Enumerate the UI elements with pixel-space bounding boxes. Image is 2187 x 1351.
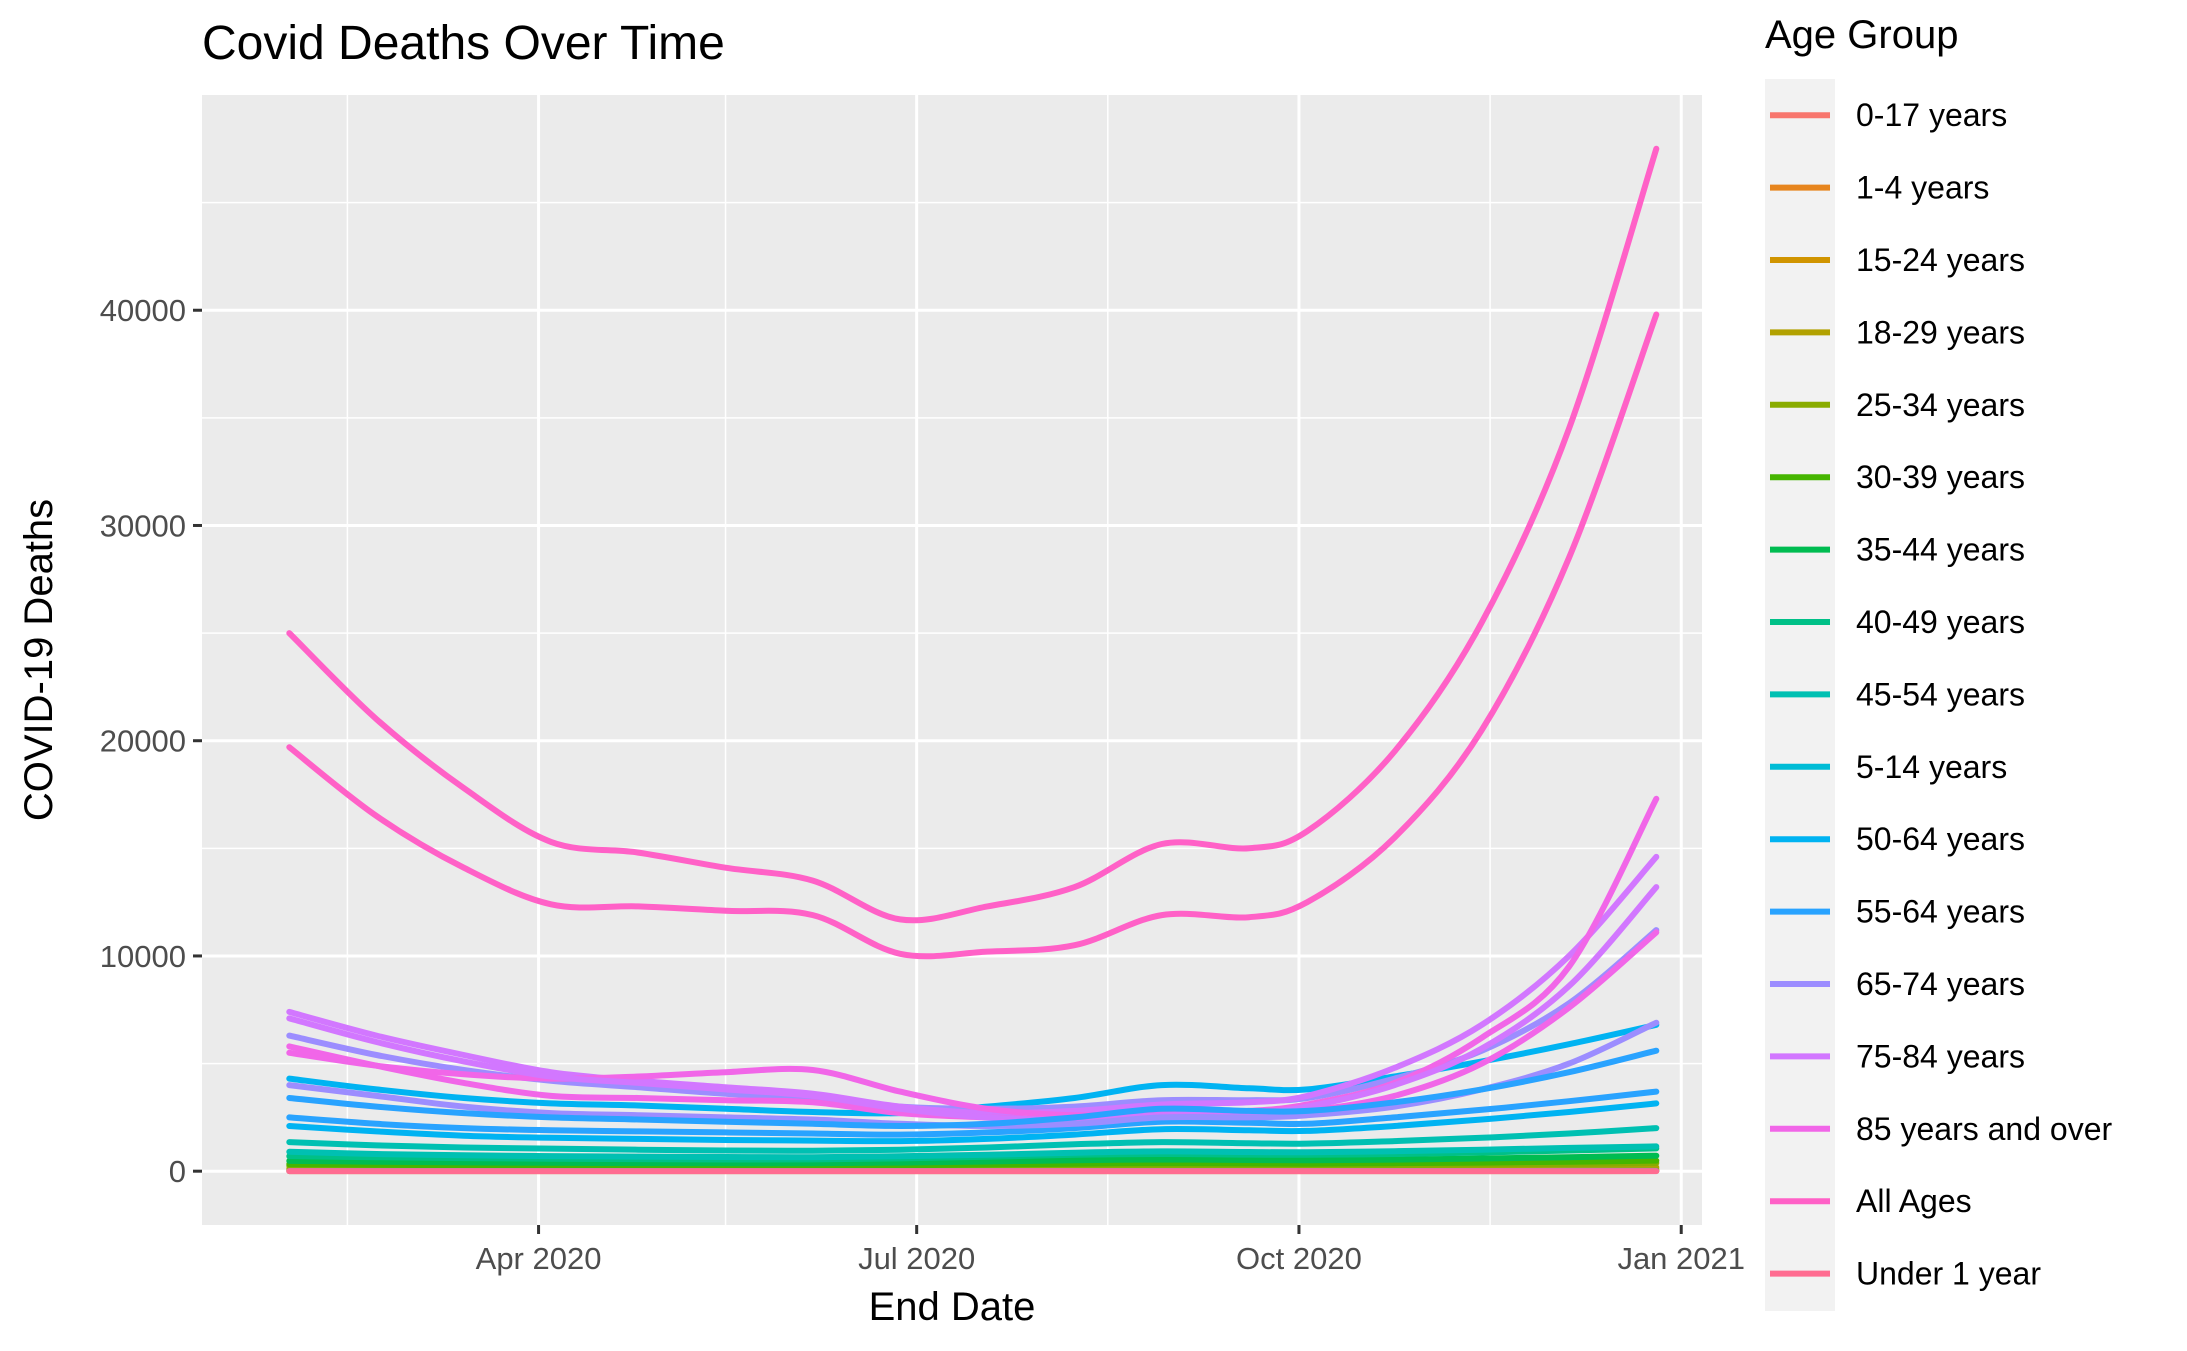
minor-grid bbox=[202, 95, 1702, 1225]
plot-panel bbox=[202, 95, 1702, 1225]
legend-label-all-ages: All Ages bbox=[1856, 1183, 1972, 1219]
legend-label-25-34-years: 25-34 years bbox=[1856, 387, 2025, 423]
y-axis: 0 10000 20000 30000 40000 bbox=[100, 293, 202, 1189]
series-line-85-years-and-over bbox=[286, 795, 1660, 1119]
y-tick-label: 0 bbox=[169, 1154, 186, 1189]
legend-label-0-17-years: 0-17 years bbox=[1856, 97, 2007, 133]
legend-label-under-1-year: Under 1 year bbox=[1856, 1256, 2041, 1292]
y-tick-label: 30000 bbox=[100, 508, 186, 543]
series-line-extra-22 bbox=[286, 1100, 1660, 1145]
series-line-extra-21 bbox=[286, 1047, 1660, 1129]
y-axis-title: COVID-19 Deaths bbox=[17, 499, 61, 821]
x-axis: Apr 2020 Jul 2020 Oct 2020 Jan 2021 bbox=[476, 1225, 1745, 1276]
legend-label-85-years-and-over: 85 years and over bbox=[1856, 1111, 2113, 1147]
x-tick-label: Jul 2020 bbox=[858, 1241, 975, 1276]
chart-title: Covid Deaths Over Time bbox=[202, 17, 725, 70]
x-tick-label: Oct 2020 bbox=[1236, 1241, 1362, 1276]
x-axis-title: End Date bbox=[869, 1285, 1036, 1329]
legend-label-45-54-years: 45-54 years bbox=[1856, 676, 2025, 712]
legend-label-30-39-years: 30-39 years bbox=[1856, 459, 2025, 495]
series-line-35-44-years bbox=[286, 1152, 1660, 1167]
y-tick-label: 10000 bbox=[100, 939, 186, 974]
legend-label-75-84-years: 75-84 years bbox=[1856, 1038, 2025, 1074]
legend-label-35-44-years: 35-44 years bbox=[1856, 532, 2025, 568]
legend-label-40-49-years: 40-49 years bbox=[1856, 604, 2025, 640]
legend: Age Group 0-17 years 1-4 years 15-24 years… bbox=[1765, 13, 2113, 1311]
legend-label-1-4-years: 1-4 years bbox=[1856, 170, 1989, 206]
legend-title: Age Group bbox=[1765, 13, 1958, 57]
y-tick-label: 20000 bbox=[100, 724, 186, 759]
series-line-55-64-years bbox=[286, 1088, 1660, 1138]
x-tick-label: Apr 2020 bbox=[476, 1241, 602, 1276]
legend-label-15-24-years: 15-24 years bbox=[1856, 242, 2025, 278]
series-line-all-ages bbox=[286, 145, 1660, 924]
series-line-75-84-years bbox=[286, 853, 1660, 1117]
series-line-extra-17 bbox=[286, 311, 1660, 960]
series-line-extra-19 bbox=[286, 884, 1660, 1123]
y-tick-label: 40000 bbox=[100, 293, 186, 328]
plot-area bbox=[202, 95, 1702, 1225]
series-line-extra-23 bbox=[286, 1143, 1660, 1161]
series-line-45-54-years bbox=[286, 1125, 1660, 1154]
legend-label-50-64-years: 50-64 years bbox=[1856, 821, 2025, 857]
x-tick-label: Jan 2021 bbox=[1617, 1241, 1745, 1276]
legend-items: 0-17 years 1-4 years 15-24 years 18-29 year… bbox=[1770, 97, 2113, 1292]
series-lines bbox=[286, 145, 1660, 1175]
legend-label-55-64-years: 55-64 years bbox=[1856, 894, 2025, 930]
legend-label-18-29-years: 18-29 years bbox=[1856, 314, 2025, 350]
legend-label-65-74-years: 65-74 years bbox=[1856, 966, 2025, 1002]
legend-label-5-14-years: 5-14 years bbox=[1856, 749, 2007, 785]
